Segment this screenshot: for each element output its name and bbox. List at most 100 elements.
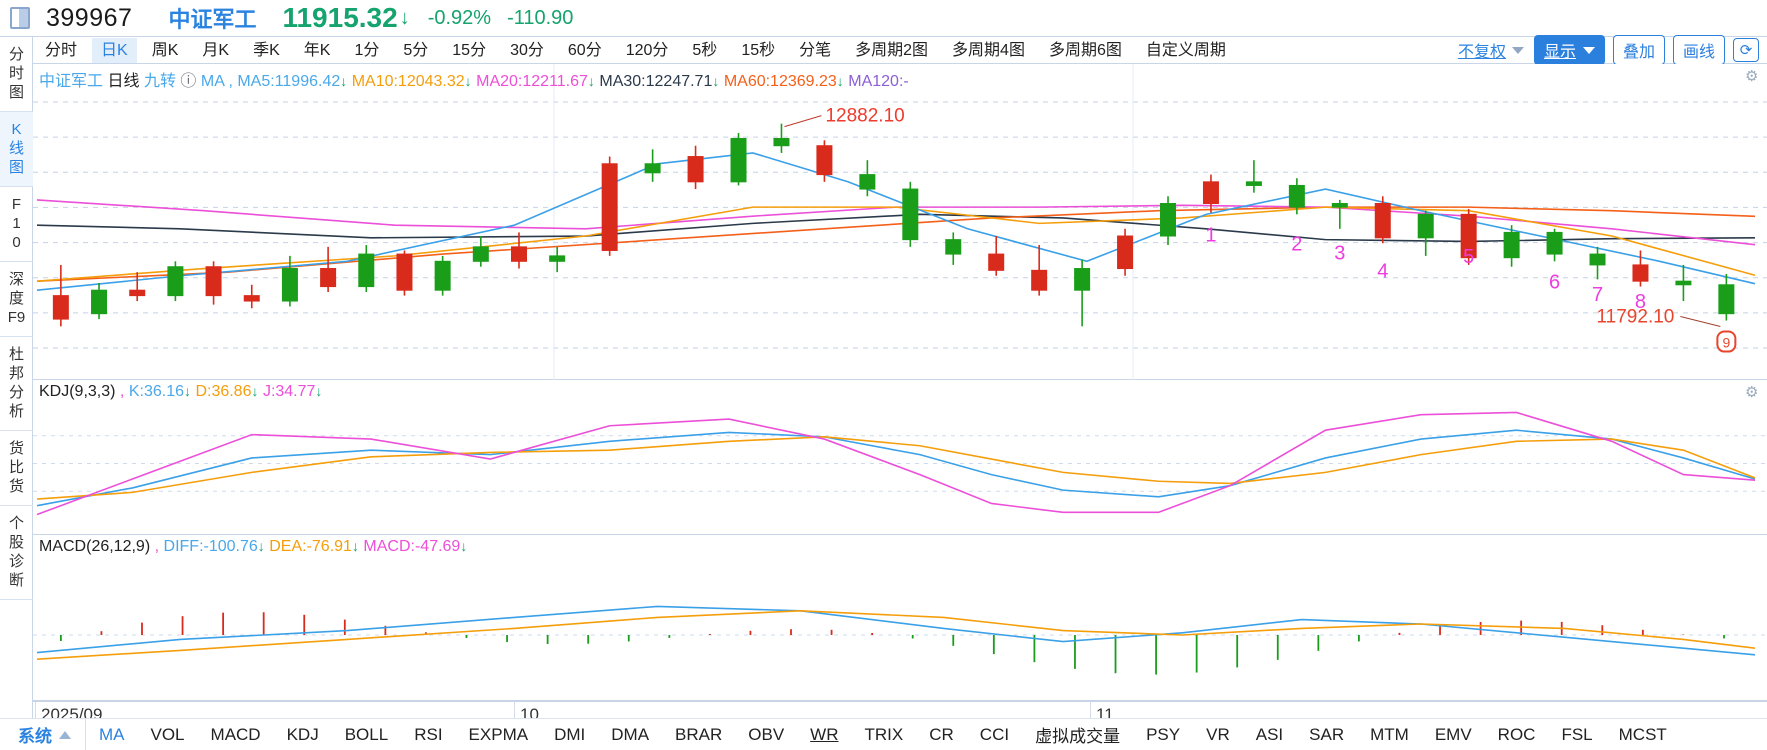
kdj-line-D (36, 436, 1756, 500)
refresh-icon[interactable]: ⟳ (1733, 38, 1759, 62)
indicator-tab-mcst[interactable]: MCST (1618, 724, 1667, 744)
period-tab-14[interactable]: 分笔 (799, 41, 832, 59)
period-tab-18[interactable]: 自定义周期 (1145, 41, 1226, 59)
macd-line-DIFF (36, 605, 1756, 656)
date-tick-line (35, 702, 36, 730)
indicator-tab-emv[interactable]: EMV (1434, 724, 1472, 744)
nineturn-marker-4: 4 (1377, 260, 1388, 282)
period-tab-2[interactable]: 周K (151, 41, 179, 59)
nineturn-marker-5: 5 (1463, 246, 1474, 268)
display-button-label: 显示 (1543, 44, 1576, 61)
kdj-pane[interactable]: KDJ(9,3,3) , K:36.16↓ D:36.86↓ J:34.77↓ … (33, 380, 1767, 535)
period-tab-15[interactable]: 多周期2图 (855, 41, 929, 59)
chevron-down-icon[interactable] (1511, 46, 1524, 54)
indicator-tab-cr[interactable]: CR (929, 724, 954, 744)
display-button[interactable]: 显示 (1533, 35, 1605, 65)
candle-body (167, 266, 184, 297)
indicator-tab-vol[interactable]: VOL (150, 724, 185, 744)
candle-body (1160, 203, 1177, 237)
period-tab-3[interactable]: 月K (202, 41, 230, 59)
indicator-tab-虚拟成交量[interactable]: 虚拟成交量 (1035, 727, 1121, 746)
indicator-tab-kdj[interactable]: KDJ (286, 724, 319, 744)
candle-body (396, 253, 413, 291)
rail-item-6[interactable]: 个股诊断 (0, 506, 33, 600)
candle-body (730, 137, 747, 183)
ma-line-MA5 (36, 213, 1756, 243)
period-tab-9[interactable]: 30分 (510, 41, 544, 59)
candle-body (859, 174, 876, 190)
date-tick-line (514, 702, 515, 730)
indicator-tab-cci[interactable]: CCI (979, 724, 1010, 744)
gear-icon[interactable]: ⚙ (1745, 68, 1759, 85)
period-tab-17[interactable]: 多周期6图 (1048, 41, 1122, 59)
overlay-button[interactable]: 叠加 (1612, 35, 1665, 65)
period-tab-1[interactable]: 日K (92, 37, 137, 63)
nineturn-marker-6: 6 (1549, 271, 1560, 293)
indicator-tabbar: 系统 MA VOL MACD KDJ BOLL RSI EXPMA DMI DMA BRAR OBV… (0, 718, 1767, 750)
stock-code: 399967 (46, 3, 133, 32)
candle-body (358, 253, 375, 288)
period-tab-0[interactable]: 分时 (45, 41, 78, 59)
period-tab-11[interactable]: 120分 (625, 41, 669, 59)
draw-line-button[interactable]: 画线 (1672, 35, 1725, 65)
period-tab-7[interactable]: 5分 (403, 41, 429, 59)
macd-pane[interactable]: MACD(26,12,9) , DIFF:-100.76↓ DEA:-76.91… (33, 535, 1767, 698)
period-tab-10[interactable]: 60分 (567, 41, 602, 59)
indicator-tab-wr[interactable]: WR (810, 724, 839, 744)
kdj-chart[interactable] (33, 380, 1767, 535)
candle-body (1117, 235, 1134, 270)
indicator-tab-expma[interactable]: EXPMA (468, 724, 529, 744)
indicator-tab-asi[interactable]: ASI (1255, 724, 1284, 744)
indicator-tab-roc[interactable]: ROC (1497, 724, 1536, 744)
indicator-tab-dmi[interactable]: DMI (554, 724, 586, 744)
indicator-tab-dma[interactable]: DMA (611, 724, 650, 744)
indicator-tab-macd[interactable]: MACD (210, 724, 261, 744)
period-tab-13[interactable]: 15秒 (741, 41, 776, 59)
indicator-tab-mtm[interactable]: MTM (1370, 724, 1409, 744)
indicator-tab-psy[interactable]: PSY (1146, 724, 1181, 744)
indicator-tab-sar[interactable]: SAR (1309, 724, 1345, 744)
indicator-tab-rsi[interactable]: RSI (414, 724, 443, 744)
adjust-mode-link[interactable]: 不复权 (1457, 44, 1506, 61)
high-price-label: 12882.10 (825, 106, 904, 127)
period-tab-5[interactable]: 年K (303, 41, 331, 59)
app-logo-icon (10, 7, 30, 29)
rail-item-4[interactable]: 杜邦分析 (0, 337, 33, 431)
macd-chart[interactable] (33, 535, 1767, 698)
kdj-line-J (36, 411, 1756, 516)
indicator-tab-obv[interactable]: OBV (748, 724, 785, 744)
indicator-tab-vr[interactable]: VR (1206, 724, 1230, 744)
nineturn-marker-9: 9 (1722, 335, 1730, 351)
candle-body (320, 268, 337, 288)
rail-item-3[interactable]: 深度 F9 (0, 262, 33, 337)
period-tab-12[interactable]: 5秒 (692, 41, 718, 59)
period-tab-4[interactable]: 季K (253, 41, 280, 59)
candle-body (816, 145, 833, 176)
left-rail: 分时图 K 线图 F 1 0 深度 F9 杜邦分析货比货个股诊断 (0, 37, 33, 750)
indicator-tab-fsl[interactable]: FSL (1561, 724, 1593, 744)
gear-icon[interactable]: ⚙ (1745, 384, 1759, 401)
toolbar-right-controls: 不复权 显示 叠加 画线 ⟳ (1458, 35, 1767, 65)
candlestick-chart[interactable]: 12882.10 11792.10 1 2 3 4 5 6 7 8 9 (33, 64, 1767, 380)
period-tab-6[interactable]: 1分 (354, 41, 380, 59)
candle-body (1546, 231, 1563, 255)
period-tab-16[interactable]: 多周期4图 (952, 41, 1025, 59)
system-menu-button[interactable]: 系统 (0, 718, 86, 750)
candle-body (601, 163, 618, 251)
indicator-tab-brar[interactable]: BRAR (675, 724, 723, 744)
rail-item-0[interactable]: 分时图 (0, 37, 33, 112)
price-pane[interactable]: 中证军工 日线 九转 ⓘ MA , MA5:11996.42↓ MA10:120… (33, 64, 1767, 380)
ma-line-MA20 (36, 199, 1756, 246)
indicator-tab-ma[interactable]: MA (99, 724, 125, 744)
candle-body (945, 239, 962, 255)
rail-item-5[interactable]: 货比货 (0, 431, 33, 506)
indicator-tab-boll[interactable]: BOLL (344, 724, 389, 744)
period-tab-8[interactable]: 15分 (452, 41, 487, 59)
indicator-tab-trix[interactable]: TRIX (864, 724, 904, 744)
candle-body (1374, 203, 1391, 239)
chart-area: 中证军工 日线 九转 ⓘ MA , MA5:11996.42↓ MA10:120… (33, 64, 1767, 700)
nineturn-marker-8: 8 (1635, 291, 1646, 313)
